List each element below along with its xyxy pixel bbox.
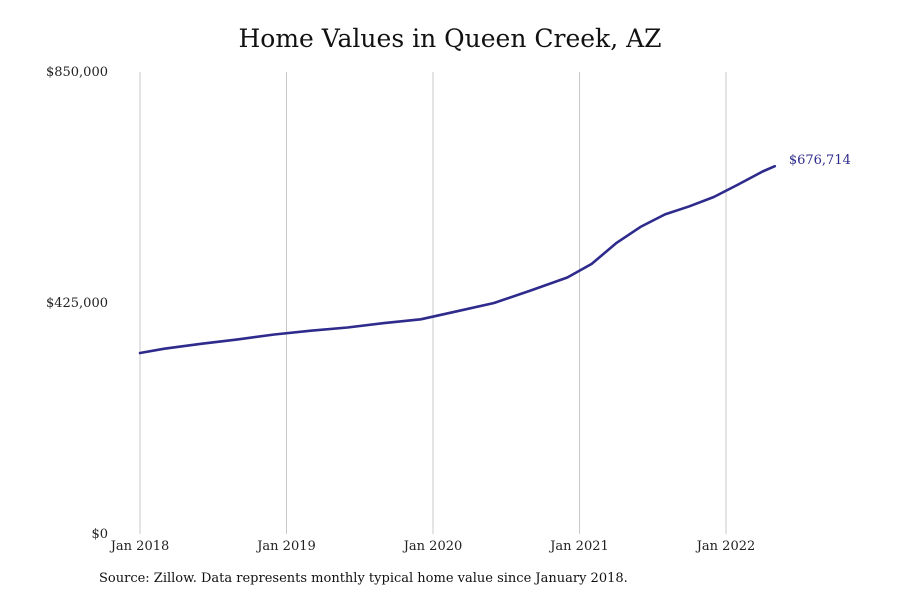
x-tick-label: Jan 2020 [402,539,463,554]
x-tick-label: Jan 2018 [109,539,170,554]
source-note: Source: Zillow. Data represents monthly … [99,571,628,586]
y-tick-label: $425,000 [46,296,108,311]
end-value-label: $676,714 [789,153,851,168]
y-tick-label: $850,000 [46,65,108,80]
x-tick-label: Jan 2021 [548,539,609,554]
x-tick-label: Jan 2022 [695,539,756,554]
chart-title: Home Values in Queen Creek, AZ [238,24,662,53]
y-tick-label: $0 [91,527,108,542]
x-tick-label: Jan 2019 [255,539,316,554]
series-line [138,164,777,355]
